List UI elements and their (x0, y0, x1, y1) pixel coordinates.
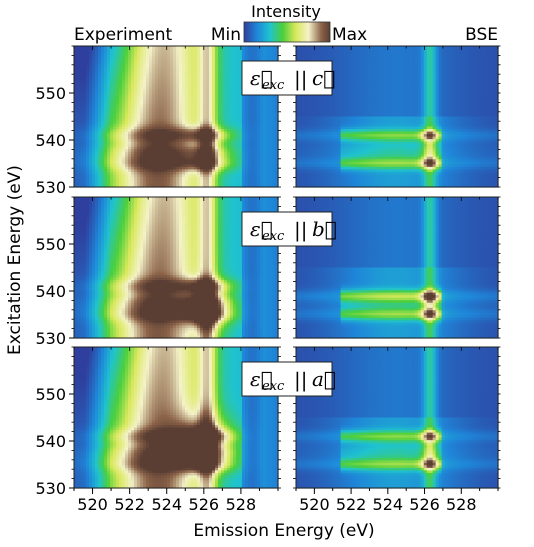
x-tick-label: 528 (446, 495, 477, 514)
y-tick-label: 530 (35, 329, 66, 348)
y-tick-label: 550 (35, 84, 66, 103)
polarization-subscript: exc (262, 379, 285, 394)
y-tick-label: 540 (35, 432, 66, 451)
polarization-label-2: ε⃗exc || a⃗ (242, 362, 336, 396)
y-tick-label: 540 (35, 282, 66, 301)
polarization-subscript: exc (262, 229, 285, 244)
heatmap-panels (74, 46, 499, 489)
bse-label: BSE (465, 25, 498, 45)
polarization-axis-vector: a⃗ (312, 367, 336, 391)
x-tick-label: 526 (409, 495, 440, 514)
x-tick-label: 526 (189, 495, 220, 514)
colorbar-min-label: Min (211, 25, 241, 45)
y-tick-label: 550 (35, 385, 66, 404)
y-tick-label: 530 (35, 479, 66, 498)
polarization-subscript: exc (262, 78, 285, 93)
polarization-relation: || (294, 67, 307, 92)
y-axis-title: Excitation Energy (eV) (5, 165, 25, 355)
x-axis-title: Emission Energy (eV) (193, 521, 374, 541)
x-tick-label: 524 (151, 495, 182, 514)
y-tick-label: 540 (35, 131, 66, 150)
polarization-axis-vector: c⃗ (312, 66, 335, 90)
colorbar (244, 22, 330, 42)
polarization-axis-vector: b⃗ (312, 217, 337, 241)
x-tick-label: 520 (77, 495, 108, 514)
x-tick-label: 524 (373, 495, 404, 514)
x-tick-label: 520 (299, 495, 330, 514)
colorbar-max-label: Max (332, 25, 367, 45)
y-tick-label: 550 (35, 235, 66, 254)
experiment-label: Experiment (74, 25, 173, 45)
x-tick-label: 522 (336, 495, 367, 514)
polarization-label-1: ε⃗exc || b⃗ (242, 212, 337, 246)
x-tick-label: 528 (226, 495, 257, 514)
x-tick-label: 522 (114, 495, 145, 514)
y-tick-label: 530 (35, 178, 66, 197)
colorbar-title: Intensity (251, 2, 321, 21)
polarization-label-0: ε⃗exc || c⃗ (242, 61, 335, 95)
polarization-relation: || (294, 368, 307, 393)
polarization-relation: || (294, 218, 307, 243)
